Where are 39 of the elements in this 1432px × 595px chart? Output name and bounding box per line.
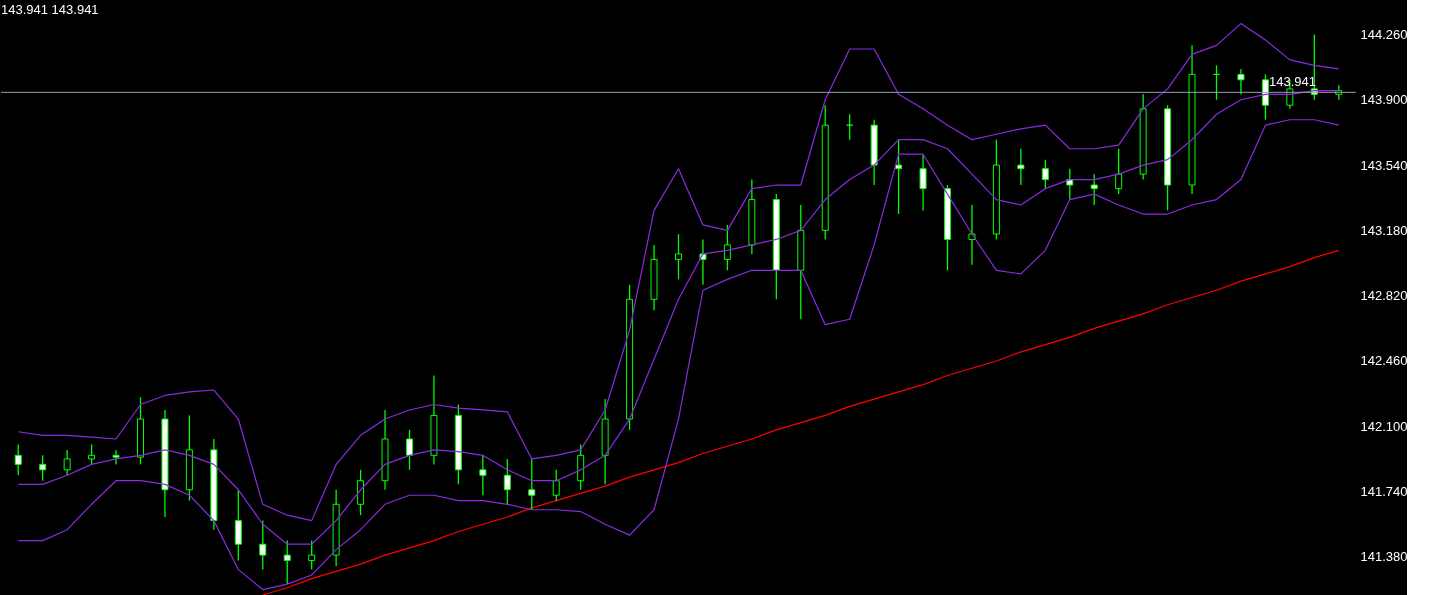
candlestick xyxy=(895,139,903,215)
chart-title: 143.941 143.941 xyxy=(1,2,99,17)
candlestick xyxy=(919,153,927,212)
candlestick xyxy=(14,443,22,476)
candlestick xyxy=(63,449,71,476)
candlestick xyxy=(88,443,96,466)
candlestick xyxy=(528,458,536,511)
candlestick xyxy=(723,224,731,271)
y-tick-label: 141.740 xyxy=(1360,484,1408,500)
candlestick xyxy=(112,449,120,466)
candlestick xyxy=(1066,168,1074,201)
candlestick xyxy=(968,204,976,266)
candlestick xyxy=(1041,158,1049,190)
candlestick xyxy=(675,233,682,281)
candlestick xyxy=(1090,173,1098,206)
candlestick xyxy=(1017,148,1025,186)
line-series xyxy=(17,22,1340,522)
y-tick-label: 141.380 xyxy=(1360,549,1408,565)
candlestick xyxy=(1237,68,1245,95)
candlestick xyxy=(259,519,267,571)
candlestick xyxy=(479,454,487,496)
y-tick-label: 142.820 xyxy=(1360,288,1408,304)
y-tick-label: 142.460 xyxy=(1360,353,1408,369)
y-tick-label: 144.260 xyxy=(1360,26,1408,42)
line-series xyxy=(262,249,1340,595)
candlestick xyxy=(283,539,291,585)
y-tick-label: 142.100 xyxy=(1360,418,1408,434)
candlestick xyxy=(503,458,511,505)
candlestick xyxy=(308,539,316,571)
candlestick xyxy=(1115,148,1123,195)
y-tick-label: 143.900 xyxy=(1360,92,1408,108)
candlestick xyxy=(699,238,707,286)
candlestick xyxy=(357,469,365,516)
y-tick-label: 143.180 xyxy=(1360,222,1408,238)
candlestick xyxy=(39,454,47,482)
candlestick xyxy=(406,429,413,471)
y-tick-label: 143.540 xyxy=(1360,157,1408,173)
candlestick xyxy=(234,489,242,562)
candlestick xyxy=(552,469,560,502)
